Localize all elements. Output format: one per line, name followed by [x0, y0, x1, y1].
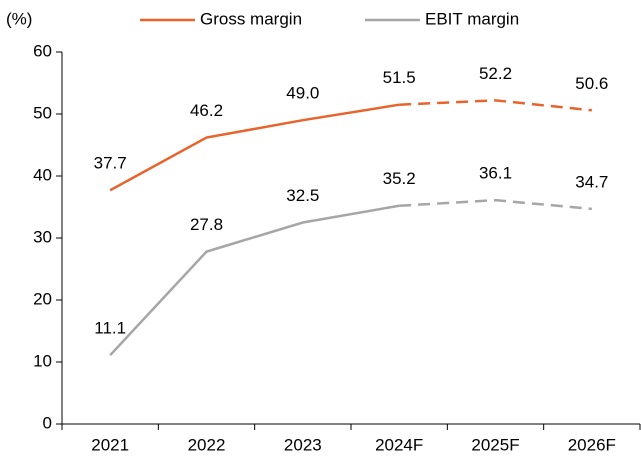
x-tick-label: 2022 — [188, 435, 226, 454]
forecast-line — [399, 198, 592, 211]
y-unit-label: (%) — [6, 9, 32, 28]
y-tick-label: 10 — [33, 351, 52, 370]
x-tick-label: 2024F — [375, 435, 423, 454]
legend-label: Gross margin — [200, 9, 302, 28]
x-tick-label: 2026F — [568, 435, 616, 454]
data-label: 51.5 — [383, 68, 416, 87]
series-line — [109, 204, 400, 357]
y-tick-label: 30 — [33, 227, 52, 246]
y-tick-label: 60 — [33, 41, 52, 60]
y-tick-label: 50 — [33, 103, 52, 122]
data-label: 36.1 — [479, 164, 512, 183]
data-label: 49.0 — [286, 84, 319, 103]
data-label: 32.5 — [286, 186, 319, 205]
x-tick-label: 2023 — [284, 435, 322, 454]
data-label: 50.6 — [575, 74, 608, 93]
x-tick-label: 2021 — [91, 435, 129, 454]
y-tick-label: 0 — [43, 413, 52, 432]
data-label: 35.2 — [383, 169, 416, 188]
data-label: 11.1 — [94, 319, 126, 338]
y-tick-label: 40 — [33, 165, 52, 184]
data-label: 46.2 — [190, 101, 223, 120]
series-line — [109, 103, 400, 192]
data-label: 37.7 — [94, 154, 127, 173]
data-label: 27.8 — [190, 215, 223, 234]
y-tick-label: 20 — [33, 289, 52, 308]
x-tick-label: 2025F — [471, 435, 519, 454]
forecast-line — [399, 99, 592, 112]
data-label: 34.7 — [575, 172, 608, 191]
data-label: 52.2 — [479, 64, 512, 83]
legend-label: EBIT margin — [425, 9, 519, 28]
